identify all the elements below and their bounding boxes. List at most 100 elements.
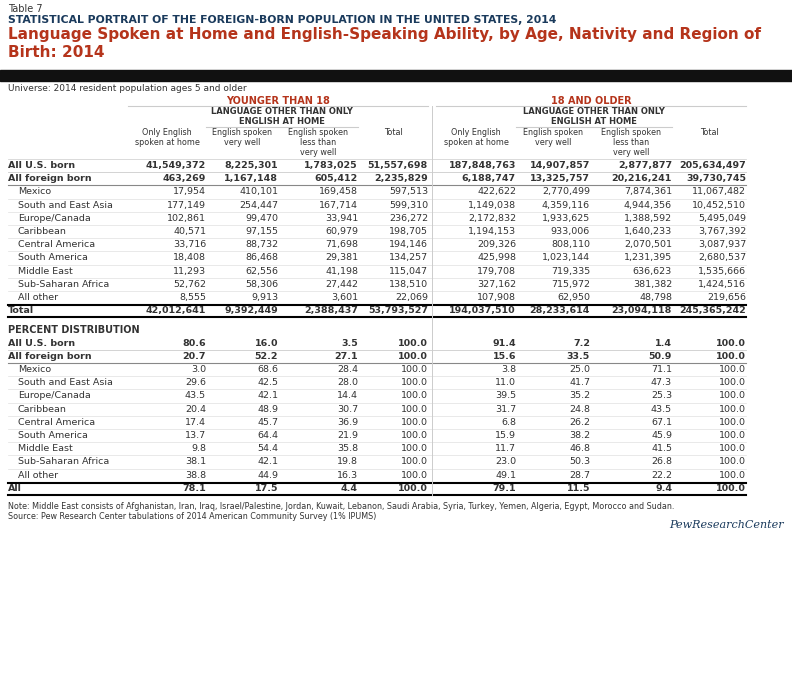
Text: 327,162: 327,162 bbox=[477, 280, 516, 289]
Text: 9,392,449: 9,392,449 bbox=[224, 306, 278, 315]
Text: 25.0: 25.0 bbox=[569, 365, 590, 374]
Text: 54.4: 54.4 bbox=[257, 445, 278, 453]
Text: 62,950: 62,950 bbox=[557, 293, 590, 302]
Text: 28.7: 28.7 bbox=[569, 471, 590, 480]
Text: 236,272: 236,272 bbox=[389, 214, 428, 223]
Text: Total: Total bbox=[383, 128, 402, 137]
Text: 3.5: 3.5 bbox=[341, 339, 358, 348]
Text: 1,023,144: 1,023,144 bbox=[542, 253, 590, 263]
Text: 39.5: 39.5 bbox=[495, 392, 516, 401]
Text: Sub-Saharan Africa: Sub-Saharan Africa bbox=[18, 458, 109, 466]
Text: 20,216,241: 20,216,241 bbox=[611, 174, 672, 183]
Text: 26.2: 26.2 bbox=[569, 418, 590, 427]
Text: 27.1: 27.1 bbox=[334, 352, 358, 361]
Text: 11,293: 11,293 bbox=[173, 267, 206, 276]
Text: Middle East: Middle East bbox=[18, 445, 73, 453]
Text: Source: Pew Research Center tabulations of 2014 American Community Survey (1% IP: Source: Pew Research Center tabulations … bbox=[8, 512, 376, 521]
Text: 4.4: 4.4 bbox=[341, 484, 358, 493]
Text: 187,848,763: 187,848,763 bbox=[448, 161, 516, 170]
Text: 86,468: 86,468 bbox=[245, 253, 278, 263]
Text: 245,365,242: 245,365,242 bbox=[680, 306, 746, 315]
Text: 42.1: 42.1 bbox=[257, 392, 278, 401]
Text: 100.0: 100.0 bbox=[719, 431, 746, 440]
Text: 463,269: 463,269 bbox=[162, 174, 206, 183]
Text: 20.4: 20.4 bbox=[185, 405, 206, 414]
Text: 42.1: 42.1 bbox=[257, 458, 278, 466]
Text: 100.0: 100.0 bbox=[719, 378, 746, 387]
Text: All other: All other bbox=[18, 293, 58, 302]
Text: 52,762: 52,762 bbox=[173, 280, 206, 289]
Text: 2,877,877: 2,877,877 bbox=[618, 161, 672, 170]
Text: South America: South America bbox=[18, 253, 88, 263]
Text: 19.8: 19.8 bbox=[337, 458, 358, 466]
Text: South and East Asia: South and East Asia bbox=[18, 200, 113, 210]
Text: 33,941: 33,941 bbox=[325, 214, 358, 223]
Text: 636,623: 636,623 bbox=[633, 267, 672, 276]
Text: 3,601: 3,601 bbox=[331, 293, 358, 302]
Text: 17.5: 17.5 bbox=[254, 484, 278, 493]
Text: 25.3: 25.3 bbox=[651, 392, 672, 401]
Text: 599,310: 599,310 bbox=[389, 200, 428, 210]
Text: Total: Total bbox=[699, 128, 718, 137]
Text: 100.0: 100.0 bbox=[398, 484, 428, 493]
Text: 102,861: 102,861 bbox=[167, 214, 206, 223]
Text: 42,012,641: 42,012,641 bbox=[146, 306, 206, 315]
Text: 1,194,153: 1,194,153 bbox=[468, 227, 516, 236]
Text: 219,656: 219,656 bbox=[707, 293, 746, 302]
Text: 6.8: 6.8 bbox=[501, 418, 516, 427]
Text: 9.4: 9.4 bbox=[655, 484, 672, 493]
Text: 2,770,499: 2,770,499 bbox=[542, 187, 590, 196]
Text: 43.5: 43.5 bbox=[651, 405, 672, 414]
Text: Table 7: Table 7 bbox=[8, 4, 43, 14]
Text: 30.7: 30.7 bbox=[337, 405, 358, 414]
Text: 410,101: 410,101 bbox=[239, 187, 278, 196]
Text: Caribbean: Caribbean bbox=[18, 227, 67, 236]
Text: 100.0: 100.0 bbox=[719, 392, 746, 401]
Text: All U.S. born: All U.S. born bbox=[8, 339, 75, 348]
Text: 2,235,829: 2,235,829 bbox=[375, 174, 428, 183]
Text: 91.4: 91.4 bbox=[493, 339, 516, 348]
Text: 715,972: 715,972 bbox=[551, 280, 590, 289]
Text: 100.0: 100.0 bbox=[719, 445, 746, 453]
Text: 41,198: 41,198 bbox=[325, 267, 358, 276]
Text: Total: Total bbox=[8, 306, 34, 315]
Text: 38.2: 38.2 bbox=[569, 431, 590, 440]
Text: 4,944,356: 4,944,356 bbox=[624, 200, 672, 210]
Text: 80.6: 80.6 bbox=[182, 339, 206, 348]
Text: 58,306: 58,306 bbox=[245, 280, 278, 289]
Text: 254,447: 254,447 bbox=[239, 200, 278, 210]
Text: 28,233,614: 28,233,614 bbox=[530, 306, 590, 315]
Text: 18,408: 18,408 bbox=[173, 253, 206, 263]
Text: All U.S. born: All U.S. born bbox=[8, 161, 75, 170]
Text: 99,470: 99,470 bbox=[245, 214, 278, 223]
Text: All other: All other bbox=[18, 471, 58, 480]
Text: 79.1: 79.1 bbox=[493, 484, 516, 493]
Text: 68.6: 68.6 bbox=[257, 365, 278, 374]
Text: 719,335: 719,335 bbox=[550, 267, 590, 276]
Text: 7,874,361: 7,874,361 bbox=[624, 187, 672, 196]
Text: 2,172,832: 2,172,832 bbox=[468, 214, 516, 223]
Text: 23,094,118: 23,094,118 bbox=[611, 306, 672, 315]
Text: 53,793,527: 53,793,527 bbox=[368, 306, 428, 315]
Text: 38.8: 38.8 bbox=[185, 471, 206, 480]
Text: 100.0: 100.0 bbox=[719, 365, 746, 374]
Text: YOUNGER THAN 18: YOUNGER THAN 18 bbox=[226, 96, 330, 106]
Text: 28.4: 28.4 bbox=[337, 365, 358, 374]
Text: 100.0: 100.0 bbox=[401, 405, 428, 414]
Text: Mexico: Mexico bbox=[18, 365, 51, 374]
Text: 8,555: 8,555 bbox=[179, 293, 206, 302]
Text: 167,714: 167,714 bbox=[319, 200, 358, 210]
Text: 11.5: 11.5 bbox=[566, 484, 590, 493]
Text: 425,998: 425,998 bbox=[477, 253, 516, 263]
Text: 7.2: 7.2 bbox=[573, 339, 590, 348]
Text: 9.8: 9.8 bbox=[191, 445, 206, 453]
Text: Middle East: Middle East bbox=[18, 267, 73, 276]
Text: 1,640,233: 1,640,233 bbox=[624, 227, 672, 236]
Text: 41.5: 41.5 bbox=[651, 445, 672, 453]
Text: 100.0: 100.0 bbox=[716, 352, 746, 361]
Text: 422,622: 422,622 bbox=[477, 187, 516, 196]
Text: 42.5: 42.5 bbox=[257, 378, 278, 387]
Text: 24.8: 24.8 bbox=[569, 405, 590, 414]
Text: 22,069: 22,069 bbox=[395, 293, 428, 302]
Text: 29.6: 29.6 bbox=[185, 378, 206, 387]
